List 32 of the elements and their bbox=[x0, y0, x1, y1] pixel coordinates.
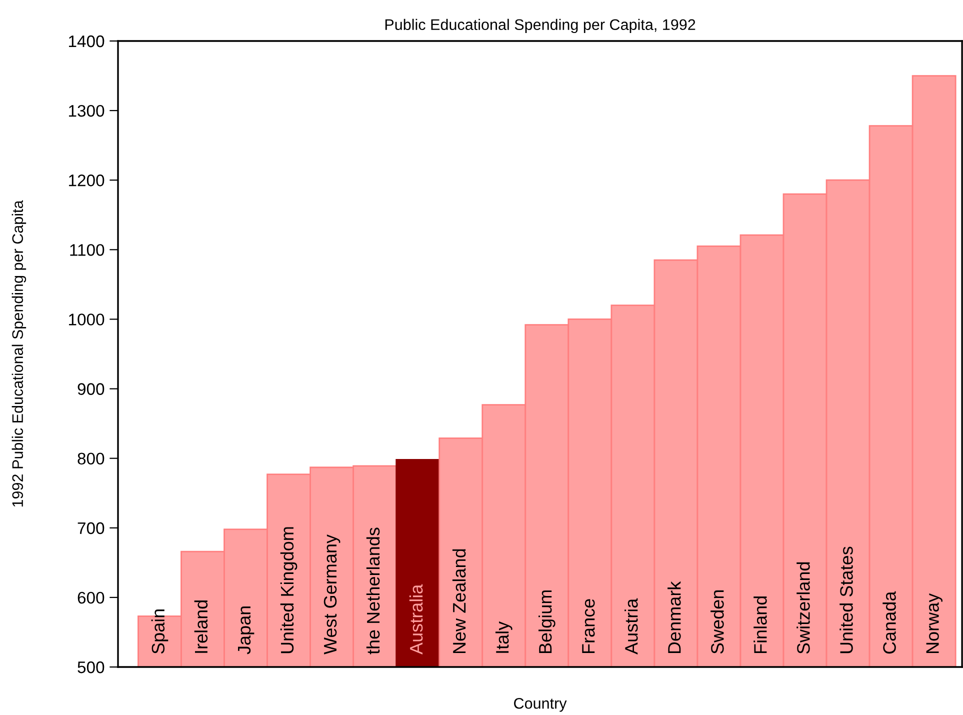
x-tick-label: Sweden bbox=[710, 590, 724, 654]
x-tick-label: Switzerland bbox=[796, 562, 810, 654]
x-tick-label: Ireland bbox=[194, 600, 208, 653]
x-tick-label: Japan bbox=[238, 606, 254, 654]
y-tick-label: 1000 bbox=[69, 314, 104, 326]
x-tick-label: Spain bbox=[151, 609, 168, 654]
y-tick-label: 1300 bbox=[69, 104, 104, 117]
x-tick-label: United States bbox=[840, 546, 853, 654]
x-tick-label: Belgium bbox=[538, 590, 556, 654]
y-tick-label: 500 bbox=[78, 661, 104, 674]
y-tick-label: 1100 bbox=[70, 244, 104, 256]
y-tick-label: 1200 bbox=[69, 174, 104, 186]
y-axis-title: 1992 Public Educational Spending per Capita bbox=[12, 200, 26, 507]
x-tick-label: Italy bbox=[495, 621, 512, 653]
y-tick-label: 1400 bbox=[69, 35, 104, 48]
x-tick-label: Austria bbox=[624, 598, 638, 654]
x-tick-label: Australia bbox=[409, 584, 423, 654]
y-tick-label: 700 bbox=[78, 522, 104, 534]
x-tick-label: New Zealand bbox=[452, 549, 466, 654]
chart-title: Public Educational Spending per Capita, 1992 bbox=[385, 18, 696, 34]
x-tick-label: United Kingdom bbox=[280, 527, 298, 654]
y-tick-label: 600 bbox=[78, 592, 104, 604]
y-tick-label: 900 bbox=[78, 383, 104, 395]
x-tick-label: Canada bbox=[882, 591, 896, 654]
x-axis-title: Country bbox=[514, 698, 567, 712]
y-tick-label: 800 bbox=[78, 452, 104, 465]
x-tick-label: the Netherlands bbox=[366, 528, 380, 654]
x-tick-label: Finland bbox=[754, 596, 767, 654]
x-tick-label: Norway bbox=[926, 593, 942, 654]
x-tick-label: West Germany bbox=[324, 534, 340, 654]
x-tick-label: France bbox=[582, 599, 595, 654]
x-tick-label: Denmark bbox=[668, 581, 681, 654]
